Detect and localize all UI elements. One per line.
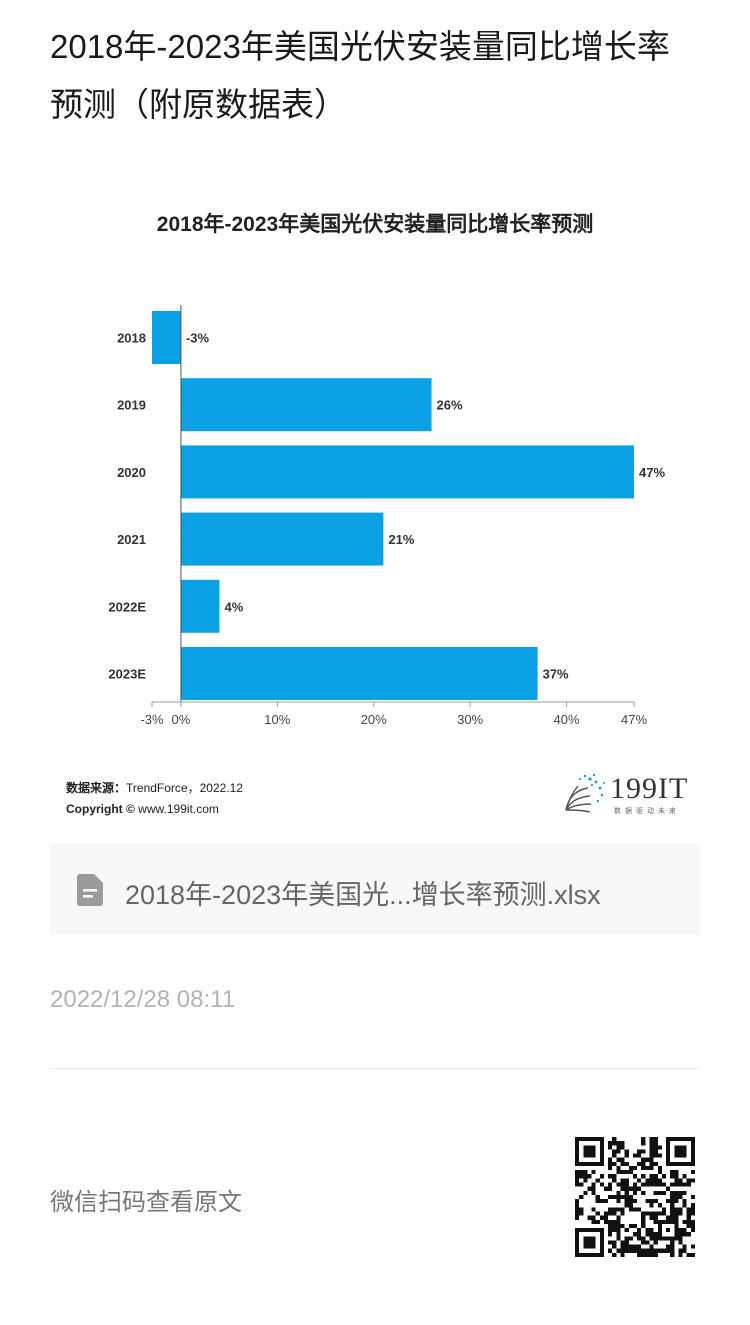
dandelion-icon	[565, 773, 605, 813]
category-label: 2022E	[108, 599, 146, 614]
bar-chart: 2018 -3% 2019 26% 2020 47% 2021 21% 2022E 4% 2023E…	[108, 305, 665, 727]
data-label: -3%	[186, 331, 210, 346]
brand-tagline: 数据驱动未来	[614, 808, 680, 815]
attachment-file[interactable]: 2018年-2023年美国光...增长率预测.xlsx	[50, 843, 700, 935]
brand-name: 199IT	[610, 772, 689, 805]
post-timestamp: 2022/12/28 08:11	[50, 986, 236, 1013]
x-tick-label: 40%	[554, 712, 580, 727]
bar-2020	[180, 445, 635, 499]
category-label: 2023E	[108, 667, 146, 682]
copyright-label: Copyright ©	[66, 802, 135, 816]
bar-2021	[180, 512, 384, 566]
attachment-file-name[interactable]: 2018年-2023年美国光...增长率预测.xlsx	[125, 880, 601, 910]
bar-2023E	[180, 647, 538, 700]
qr-code-icon	[575, 1137, 695, 1257]
x-tick-label: 47%	[621, 712, 647, 727]
x-tick-label: 20%	[361, 712, 387, 727]
category-label: 2020	[117, 465, 146, 480]
bar-2019	[180, 378, 432, 432]
data-label: 47%	[639, 465, 665, 480]
bar-2022E	[180, 579, 220, 633]
category-label: 2018	[117, 331, 146, 346]
brand-logo: 199IT 数据驱动未来	[558, 770, 698, 820]
chart-title: 2018年-2023年美国光伏安装量同比增长率预测	[156, 213, 594, 236]
document-icon	[77, 874, 103, 906]
chart-card: 2018年-2023年美国光伏安装量同比增长率预测 2018 -3% 2019 26%…	[50, 190, 700, 830]
x-tick-label: 10%	[264, 712, 290, 727]
bar-2018	[152, 311, 181, 364]
data-label: 37%	[543, 667, 569, 682]
category-label: 2021	[117, 532, 146, 547]
category-label: 2019	[117, 398, 146, 413]
page-title: 2018年-2023年美国光伏安装量同比增长率预测（附原数据表）	[50, 28, 670, 123]
source-text: TrendForce，2022.12	[126, 781, 243, 795]
wechat-scan-text: 微信扫码查看原文	[50, 1189, 242, 1216]
x-tick-label: 0%	[172, 712, 191, 727]
source-label: 数据来源：	[66, 781, 127, 795]
copyright-text: www.199it.com	[134, 802, 219, 816]
chart-source: 数据来源：TrendForce，2022.12 Copyright © www.…	[66, 778, 243, 820]
data-label: 4%	[224, 599, 243, 614]
x-tick-label: -3%	[140, 712, 164, 727]
data-label: 21%	[388, 532, 414, 547]
divider	[50, 1068, 700, 1069]
data-label: 26%	[437, 398, 463, 413]
x-tick-label: 30%	[457, 712, 483, 727]
